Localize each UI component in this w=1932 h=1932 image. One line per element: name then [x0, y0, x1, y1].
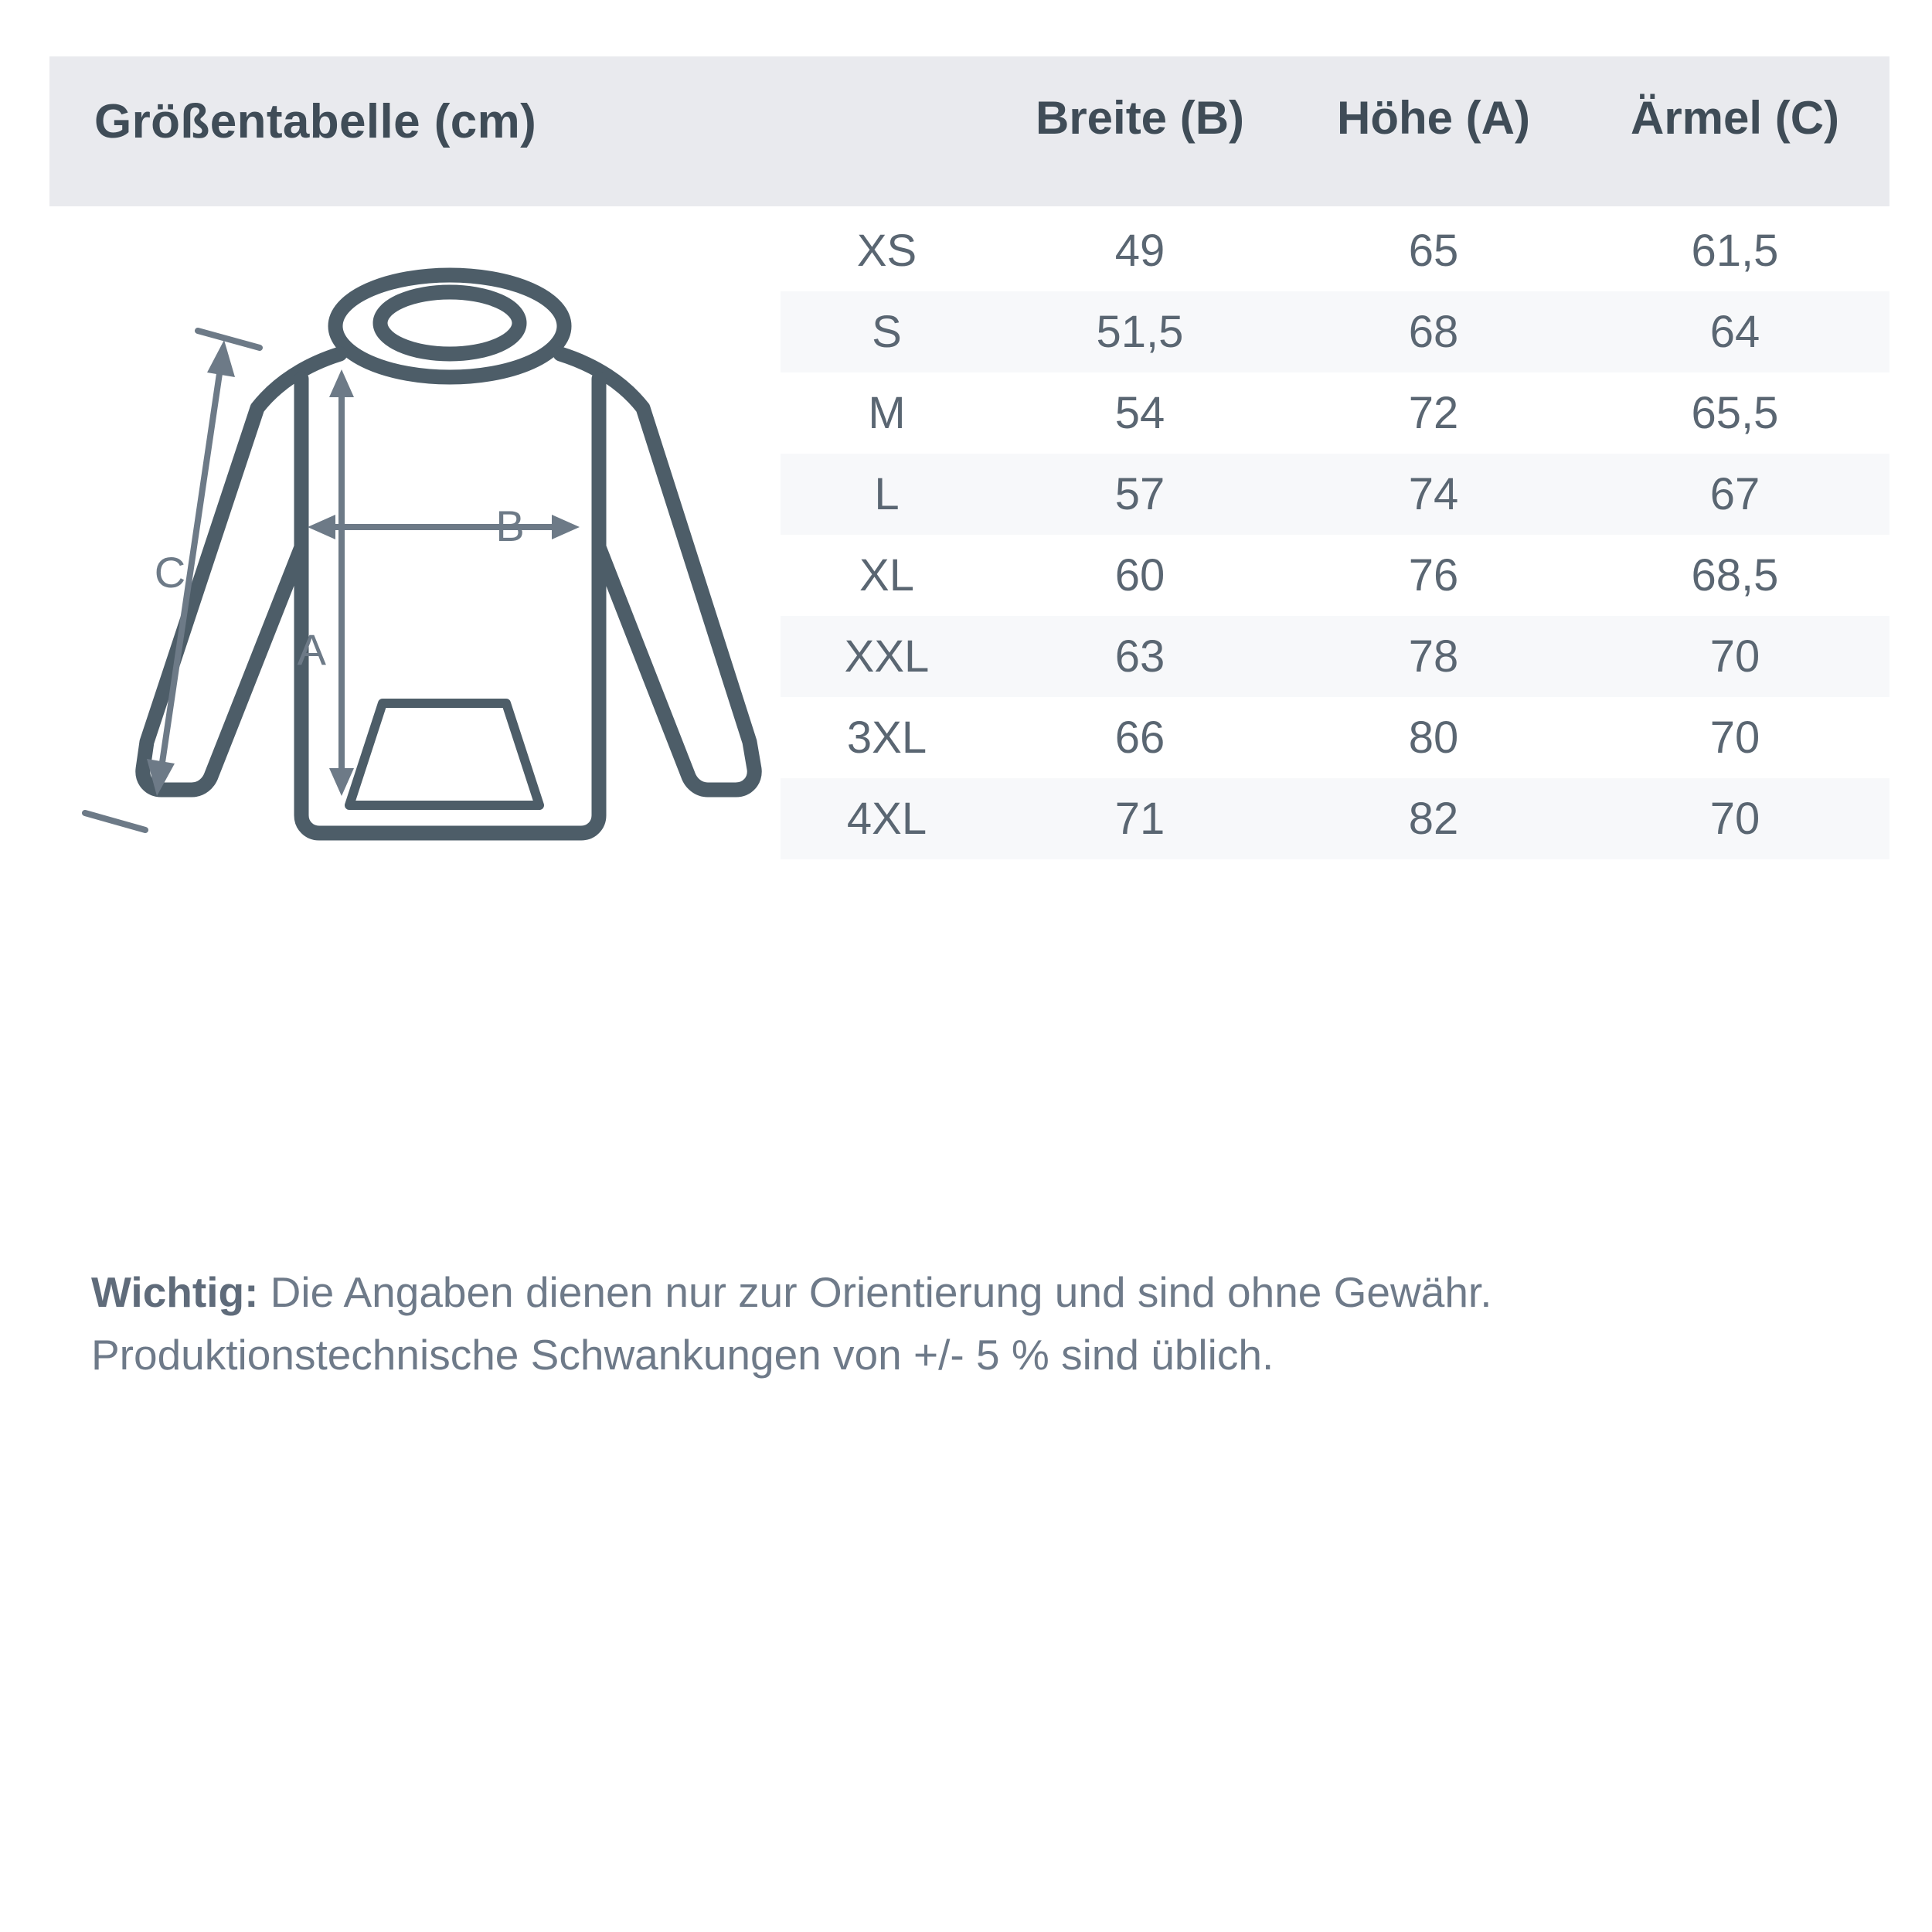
table-row: S 51,5 68 64: [781, 291, 1889, 372]
dimension-label-a: A: [298, 625, 327, 674]
cell-breite: 54: [1114, 388, 1165, 438]
table-row: L 57 74 67: [781, 454, 1889, 535]
cell-breite: 49: [1114, 226, 1165, 276]
dimension-b-arrow-right: [552, 515, 580, 539]
dimension-c-arrow-bottom: [147, 759, 175, 796]
table-row: 4XL 71 82 70: [781, 778, 1889, 859]
cell-size: M: [868, 388, 906, 438]
cell-size: S: [872, 307, 902, 357]
dimension-a-arrow-bottom: [329, 768, 354, 796]
cell-breite: 60: [1114, 550, 1165, 600]
column-header-breite: Breite (B): [1035, 92, 1245, 144]
hoodie-illustration-svg: A B C: [82, 267, 762, 841]
table-row: 3XL 66 80 70: [781, 697, 1889, 778]
dimension-lines: [82, 328, 580, 833]
cell-size: L: [874, 469, 900, 519]
cell-hoehe: 80: [1408, 713, 1459, 763]
dimension-c-tick-top: [195, 328, 263, 351]
footnote: Wichtig: Die Angaben dienen nur zur Orie…: [91, 1261, 1869, 1386]
table-column-headers: Breite (B) Höhe (A) Ärmel (C): [781, 91, 1889, 145]
cell-hoehe: 76: [1408, 550, 1459, 600]
size-table-body: XS 49 65 61,5 S 51,5 68 64 M 54 72 65,5 …: [781, 210, 1889, 859]
cell-hoehe: 74: [1408, 469, 1459, 519]
cell-breite: 71: [1114, 794, 1165, 844]
dimension-a-arrow-top: [329, 369, 354, 397]
hood-outer-ellipse: [328, 267, 572, 385]
dimension-c-tick-bottom: [82, 810, 148, 833]
cell-breite: 51,5: [1096, 307, 1184, 357]
cell-hoehe: 68: [1408, 307, 1459, 357]
cell-size: XXL: [844, 631, 930, 682]
hood-inner-ellipse: [372, 284, 527, 362]
table-row: XL 60 76 68,5: [781, 535, 1889, 616]
table-row: M 54 72 65,5: [781, 372, 1889, 454]
footnote-label: Wichtig:: [91, 1268, 259, 1316]
cell-aermel: 70: [1709, 631, 1760, 682]
cell-hoehe: 78: [1408, 631, 1459, 682]
dimension-label-c: C: [155, 548, 185, 597]
cell-breite: 63: [1114, 631, 1165, 682]
dimension-label-b: B: [495, 502, 524, 550]
cell-hoehe: 72: [1408, 388, 1459, 438]
cell-hoehe: 82: [1408, 794, 1459, 844]
cell-size: 4XL: [846, 794, 927, 844]
dimension-c-line: [158, 360, 224, 776]
page-title: Größentabelle (cm): [94, 95, 537, 148]
cell-hoehe: 65: [1408, 226, 1459, 276]
dimension-b-arrow-left: [308, 515, 335, 539]
column-header-aermel: Ärmel (C): [1630, 92, 1840, 144]
footnote-text: Die Angaben dienen nur zur Orientierung …: [91, 1268, 1492, 1379]
cell-aermel: 70: [1709, 713, 1760, 763]
cell-size: XL: [859, 550, 914, 600]
cell-size: 3XL: [846, 713, 927, 763]
cell-size: XS: [856, 226, 917, 276]
cell-aermel: 67: [1709, 469, 1760, 519]
cell-breite: 57: [1114, 469, 1165, 519]
cell-aermel: 61,5: [1691, 226, 1779, 276]
body-and-sleeves-path: [135, 346, 762, 841]
column-header-hoehe: Höhe (A): [1337, 92, 1530, 144]
cell-aermel: 64: [1709, 307, 1760, 357]
kangaroo-pocket: [345, 699, 544, 810]
cell-aermel: 65,5: [1691, 388, 1779, 438]
cell-breite: 66: [1114, 713, 1165, 763]
table-row: XXL 63 78 70: [781, 616, 1889, 697]
cell-aermel: 70: [1709, 794, 1760, 844]
dimension-c-arrow-top: [207, 340, 235, 377]
table-row: XS 49 65 61,5: [781, 210, 1889, 291]
table-header-band: [49, 56, 1889, 206]
cell-aermel: 68,5: [1691, 550, 1779, 600]
garment-outline-icon: [135, 267, 762, 841]
hoodie-diagram: A B C: [70, 232, 765, 850]
